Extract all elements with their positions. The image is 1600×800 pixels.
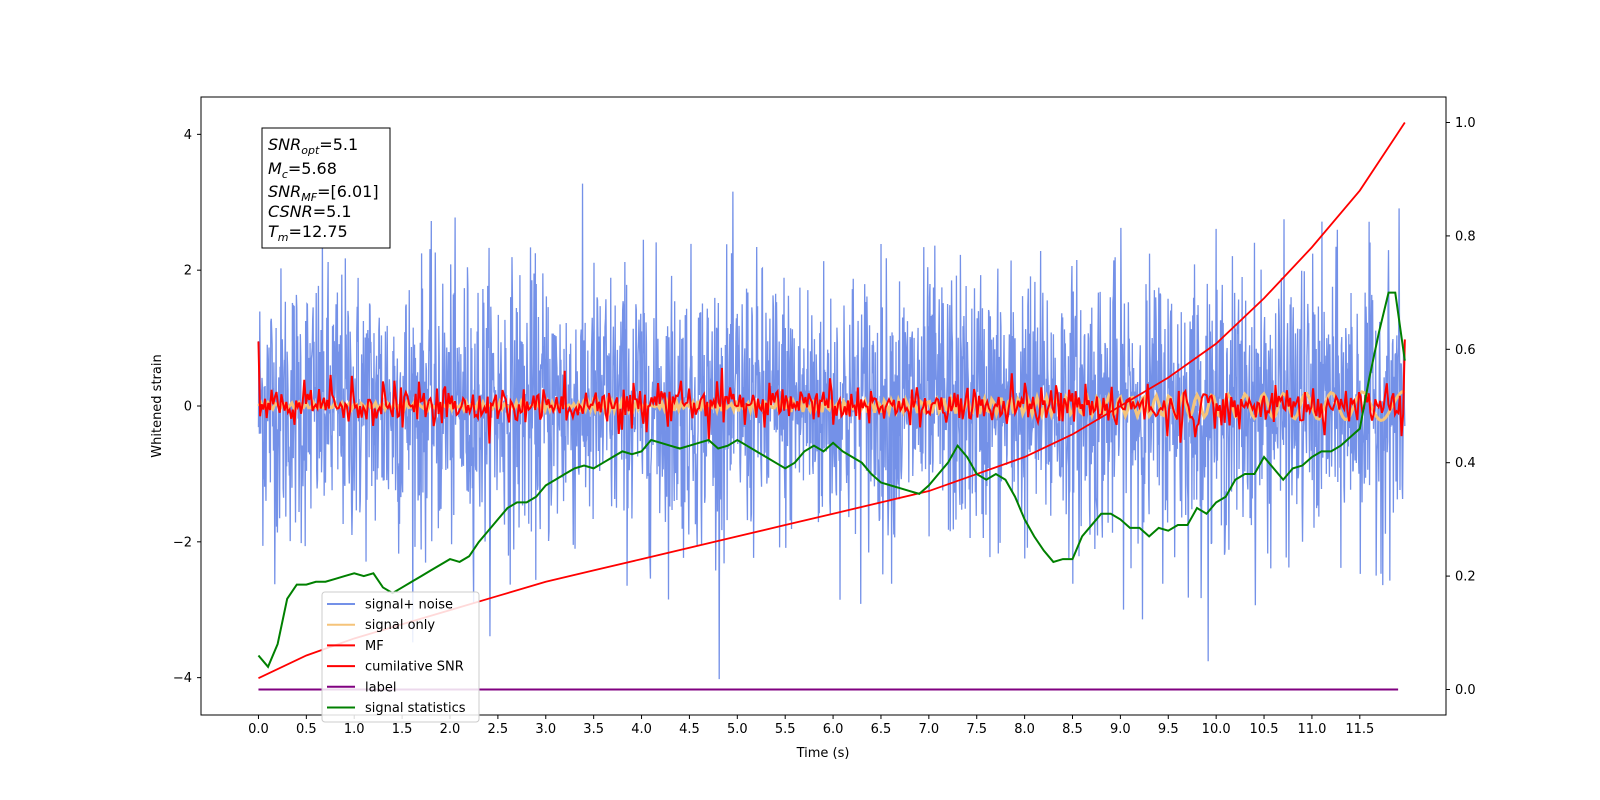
legend-label: signal statistics (365, 701, 466, 716)
y2-tick-label: 0.8 (1455, 229, 1476, 244)
info-snr-mf: SNRMF=[6.01] (268, 182, 379, 204)
y2-tick-label: 0.4 (1455, 456, 1476, 471)
x-tick-label: 7.0 (919, 722, 940, 737)
x-tick-label: 1.5 (392, 722, 413, 737)
legend: signal+ noise signal only MF cumilative SNR… (321, 591, 480, 723)
x-tick-label: 3.0 (535, 722, 556, 737)
y2-tick-label: 0.0 (1455, 683, 1476, 698)
series-signal-statistics-line (257, 291, 1406, 669)
legend-items: signal+ noise signal only MF cumilative SNR… (327, 598, 466, 716)
y-tick-label: −2 (173, 535, 192, 550)
x-tick-label: 0.0 (248, 722, 269, 737)
legend-label: cumilative SNR (365, 660, 464, 675)
x-tick-label: 9.0 (1110, 722, 1131, 737)
x-tick-label: 1.0 (344, 722, 365, 737)
legend-label: signal only (365, 618, 435, 633)
info-mc: Mc=5.68 (268, 159, 337, 181)
info-snr-opt: SNRopt=5.1 (268, 135, 358, 157)
x-tick-label: 8.5 (1062, 722, 1083, 737)
axes-layer: 0.0 0.5 1.0 1.5 2.0 2.5 3.0 3.5 4.0 4.5 5.0 5.5 6.0 6… (173, 116, 1476, 737)
x-tick-label: 10.5 (1250, 722, 1279, 737)
series-mf-line (257, 339, 1406, 444)
x-tick-label: 6.5 (871, 722, 892, 737)
info-tm: Tm=12.75 (268, 222, 348, 244)
x-tick-label: 4.0 (631, 722, 652, 737)
x-tick-label: 3.5 (583, 722, 604, 737)
series-signal-noise-line (257, 183, 1406, 680)
info-box: SNRopt=5.1 Mc=5.68 SNRMF=[6.01] CSNR=5.1… (261, 127, 391, 249)
x-tick-label: 7.5 (966, 722, 987, 737)
x-tick-label: 5.5 (775, 722, 796, 737)
x-tick-label: 4.5 (679, 722, 700, 737)
x-tick-label: 10.0 (1202, 722, 1231, 737)
y-tick-label: 2 (184, 264, 192, 279)
legend-label: MF (365, 639, 384, 654)
y-axis-label: Whitened strain (150, 354, 165, 457)
y-tick-label: 0 (184, 400, 192, 415)
y-tick-label: −4 (173, 671, 192, 686)
y2-tick-label: 0.2 (1455, 570, 1476, 585)
x-tick-label: 11.5 (1345, 722, 1374, 737)
legend-label: signal+ noise (365, 598, 453, 613)
x-tick-label: 2.0 (440, 722, 461, 737)
x-tick-label: 8.0 (1014, 722, 1035, 737)
x-tick-label: 5.0 (727, 722, 748, 737)
info-csnr: CSNR=5.1 (268, 202, 352, 221)
x-tick-label: 6.0 (823, 722, 844, 737)
y2-tick-label: 1.0 (1455, 116, 1476, 131)
y2-tick-label: 0.6 (1455, 343, 1476, 358)
legend-frame (321, 591, 480, 723)
legend-label: label (365, 680, 396, 695)
info-box-frame (261, 127, 391, 249)
x-tick-label: 2.5 (488, 722, 509, 737)
x-tick-label: 0.5 (296, 722, 317, 737)
x-tick-label: 11.0 (1297, 722, 1326, 737)
x-tick-label: 9.5 (1158, 722, 1179, 737)
y-tick-label: 4 (184, 128, 192, 143)
x-axis-label: Time (s) (796, 746, 850, 761)
